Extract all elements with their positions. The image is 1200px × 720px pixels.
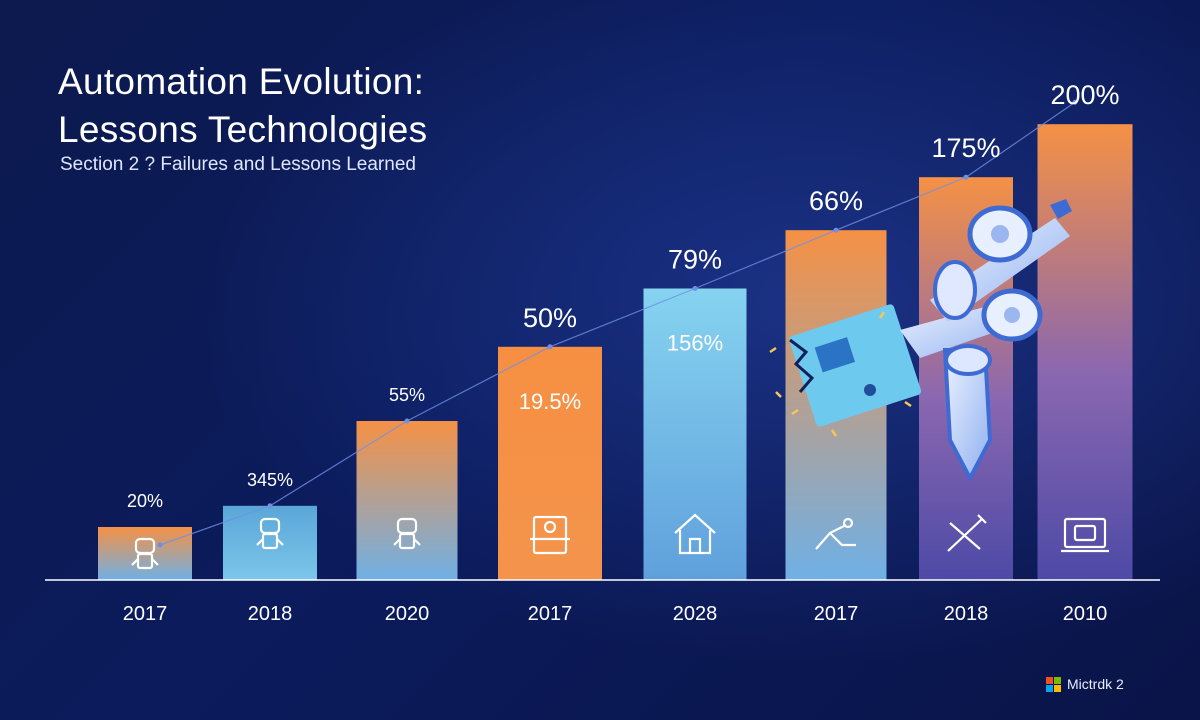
tools-icon <box>947 514 987 552</box>
bar-8 <box>1037 124 1133 580</box>
title-line-2: Lessons Technologies <box>58 109 428 150</box>
trend-line-group <box>157 99 1078 548</box>
data-label-2: 345% <box>247 470 293 490</box>
title-line-1: Automation Evolution: <box>58 61 425 102</box>
x-tick-label-1: 2017 <box>123 603 168 625</box>
machine-icon <box>530 515 570 555</box>
data-label-1: 20% <box>127 491 163 511</box>
inner-label-4: 19.5% <box>519 389 581 414</box>
data-label-7: 175% <box>931 133 1000 163</box>
bar-3 <box>356 421 458 580</box>
windows-logo-icon <box>1046 676 1061 692</box>
circuit-board-icon <box>769 304 922 437</box>
x-tick-label-3: 2020 <box>385 603 430 625</box>
bar-5 <box>643 288 747 580</box>
data-label-4: 50% <box>523 303 577 333</box>
house-icon <box>674 513 716 555</box>
data-label-8: 200% <box>1050 80 1119 110</box>
brand-logo: Mictrdk 2 <box>1046 676 1124 692</box>
page-subtitle: Section 2 ? Failures and Lessons Learned <box>60 154 416 175</box>
trend-point-3 <box>404 418 410 424</box>
data-label-3: 55% <box>389 385 425 405</box>
x-tick-label-8: 2010 <box>1063 603 1108 625</box>
robot-icon <box>256 517 284 550</box>
data-label-5: 79% <box>668 245 722 275</box>
robot-arm-icon <box>900 199 1072 483</box>
labels-group: 20% 2017 345% 2018 55% 2020 50% 19.5% 2017 79% 156… <box>123 80 1120 625</box>
x-tick-label-6: 2017 <box>814 603 859 625</box>
brand-logo-text: Mictrdk 2 <box>1067 676 1124 692</box>
x-tick-label-2: 2018 <box>248 603 293 625</box>
robot-arm-icon <box>815 517 856 550</box>
data-label-6: 66% <box>809 186 863 216</box>
x-tick-label-7: 2018 <box>944 603 989 625</box>
x-tick-label-5: 2028 <box>673 603 718 625</box>
robot-icon <box>393 517 421 550</box>
trend-point-7 <box>963 174 969 180</box>
monitor-icon <box>1061 517 1109 553</box>
trend-line <box>159 101 1076 546</box>
inner-label-5: 156% <box>667 331 723 356</box>
robot-arm-illustration <box>769 199 1072 483</box>
bar-4 <box>498 346 602 580</box>
trend-point-8 <box>1072 99 1078 105</box>
page-title: Automation Evolution: Lessons Technologi… <box>58 58 427 154</box>
trend-point-4 <box>547 344 553 350</box>
x-tick-label-4: 2017 <box>528 603 573 625</box>
trend-point-1 <box>157 542 163 548</box>
trend-point-6 <box>833 227 839 233</box>
trend-point-2 <box>267 503 273 509</box>
trend-point-5 <box>692 286 698 291</box>
robot-icon <box>131 537 159 570</box>
